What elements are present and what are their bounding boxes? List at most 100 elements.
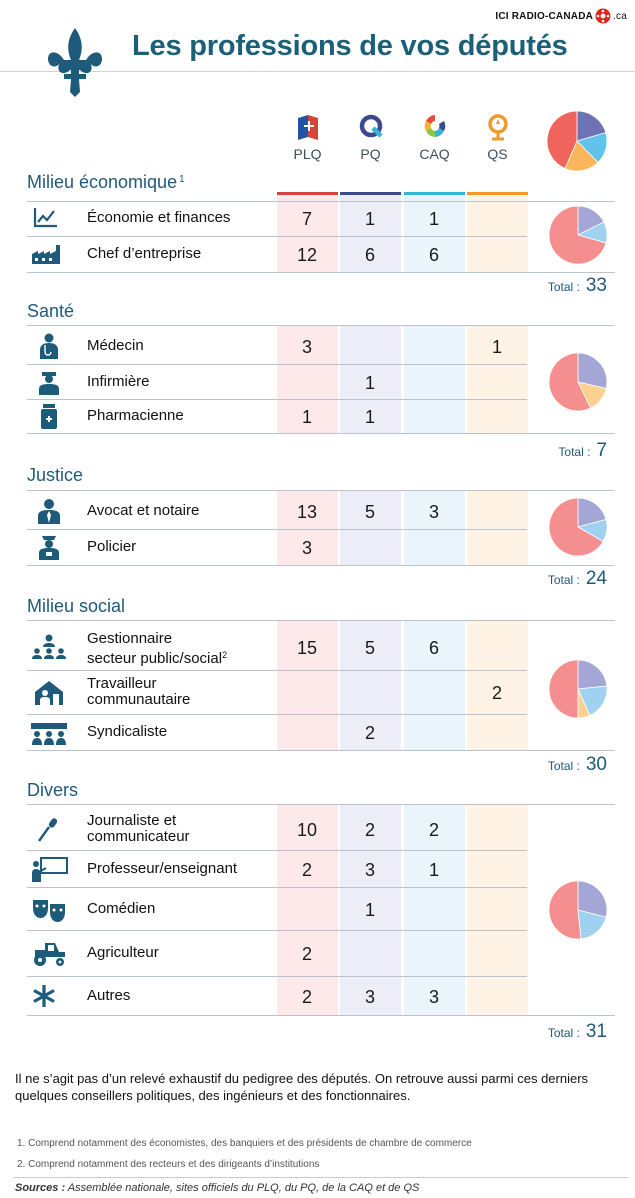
- section-divider: [27, 1015, 615, 1016]
- cell-caq: 1: [428, 209, 439, 229]
- column-bg-plq: [277, 325, 338, 433]
- factory-icon: [32, 245, 60, 264]
- cell-plq: 13: [296, 502, 318, 522]
- footnote-marker: 2: [222, 649, 228, 660]
- brand-logo[interactable]: ICI RADIO-CANADA .ca: [495, 6, 627, 26]
- section-title: Divers: [27, 780, 78, 801]
- caq-logo-icon: [424, 115, 445, 137]
- column-band-plq: [277, 192, 338, 195]
- row-label-text: Agriculteur: [87, 944, 159, 961]
- footer-divider: [13, 1177, 628, 1178]
- row-label: Économie et finances: [87, 210, 230, 226]
- row-divider: [27, 887, 527, 888]
- page-title: Les professions de vos députés: [132, 30, 568, 62]
- radio-canada-gem-icon: [595, 8, 611, 24]
- row-label-text: Chef d’entreprise: [87, 245, 202, 262]
- row-label: Avocat et notaire: [87, 503, 199, 519]
- asterisk-icon: [33, 984, 55, 1007]
- pie-slice-pq: [577, 352, 608, 389]
- row-label: Professeur/enseignant: [87, 860, 237, 877]
- cell-plq: 2: [301, 944, 312, 964]
- cell-pq: 3: [364, 986, 375, 1007]
- column-bg-qs: [467, 490, 528, 565]
- pie-slice-pq: [577, 880, 608, 918]
- community-house-icon: [35, 681, 63, 705]
- section-title-text: Milieu économique: [27, 172, 178, 192]
- party-header-plq: PLQ: [278, 112, 338, 162]
- brand-ici: ICI: [495, 10, 509, 22]
- footnote-1: 1. Comprend notamment des économistes, d…: [17, 1138, 472, 1149]
- row-label-text: Médecin: [87, 336, 144, 354]
- row-divider: [27, 620, 615, 621]
- section-title-text: Santé: [27, 301, 75, 321]
- row-label-text: Travailleur communautaire: [87, 675, 191, 708]
- total-value: 7: [596, 440, 607, 461]
- row-label: Médecin: [87, 336, 144, 354]
- column-bg-caq: [404, 490, 465, 565]
- row-divider: [27, 364, 527, 365]
- party-header-pq: PQ: [341, 112, 401, 162]
- row-divider: [27, 804, 615, 805]
- pie-slice-pq: [577, 659, 608, 690]
- union-icon: [31, 723, 67, 745]
- total-label: Total :: [547, 759, 580, 773]
- row-label-text: Journaliste et communicateur: [87, 811, 190, 845]
- row-divider: [27, 325, 615, 326]
- row-label: Travailleur communautaire: [87, 676, 190, 708]
- cell-plq: 10: [296, 819, 318, 840]
- section-title: Milieu social: [27, 596, 125, 617]
- cell-plq: 1: [301, 407, 312, 427]
- column-bg-pq: [340, 620, 401, 750]
- police-icon: [39, 536, 59, 560]
- footnote-2: 2. Comprend notamment des recteurs et de…: [17, 1159, 320, 1170]
- total-value: 33: [585, 275, 607, 296]
- party-name: CAQ: [419, 146, 450, 162]
- row-divider: [27, 490, 615, 491]
- pie-slice-plq: [548, 352, 592, 412]
- cell-caq: 3: [428, 502, 439, 522]
- section-total: Total : 24: [548, 568, 607, 590]
- section-title: Justice: [27, 465, 83, 486]
- section-pie-chart: [548, 205, 608, 265]
- column-band-caq: [404, 192, 465, 195]
- total-value: 30: [585, 754, 607, 775]
- cell-qs: 2: [491, 683, 502, 703]
- section-total: Total : 30: [548, 754, 607, 776]
- party-header-qs: QS: [468, 112, 528, 162]
- column-bg-plq: [277, 804, 338, 1015]
- pie-slice-plq: [548, 659, 579, 719]
- microphone-icon: [38, 817, 58, 842]
- row-label-text: Pharmacienne: [87, 407, 184, 424]
- pie-slice-plq: [548, 880, 582, 940]
- total-label: Total :: [547, 573, 580, 587]
- cell-plq: 12: [296, 245, 318, 265]
- row-divider: [27, 714, 527, 715]
- cell-plq: 3: [301, 336, 312, 357]
- section-divider: [27, 565, 615, 566]
- teacher-icon: [32, 856, 68, 882]
- row-divider: [27, 930, 527, 931]
- cell-caq: 3: [428, 986, 439, 1007]
- row-label: Chef d’entreprise: [87, 246, 201, 262]
- column-bg-qs: [467, 620, 528, 750]
- overall-pie-slice-pq: [576, 110, 607, 142]
- row-label: Infirmière: [87, 373, 150, 390]
- column-bg-qs: [467, 325, 528, 433]
- total-value: 31: [585, 1021, 607, 1042]
- sources-text: Assemblée nationale, sites officiels du …: [67, 1182, 420, 1194]
- doctor-icon: [40, 333, 58, 359]
- cell-pq: 3: [364, 859, 375, 880]
- party-header-caq: CAQ: [405, 112, 465, 162]
- column-bg-pq: [340, 804, 401, 1015]
- column-band-qs: [467, 192, 528, 195]
- column-band-pq: [340, 192, 401, 195]
- total-value: 24: [585, 568, 607, 589]
- pie-slice-plq: [548, 497, 604, 557]
- note-text: Il ne s’agit pas d’un relevé exhaustif d…: [15, 1071, 589, 1103]
- cell-pq: 5: [364, 502, 375, 522]
- cell-plq: 3: [301, 538, 312, 558]
- row-divider: [27, 201, 615, 202]
- overall-pie-slice-plq: [546, 110, 578, 170]
- cell-plq: 2: [301, 859, 312, 880]
- sources-label: Sources :: [15, 1182, 66, 1194]
